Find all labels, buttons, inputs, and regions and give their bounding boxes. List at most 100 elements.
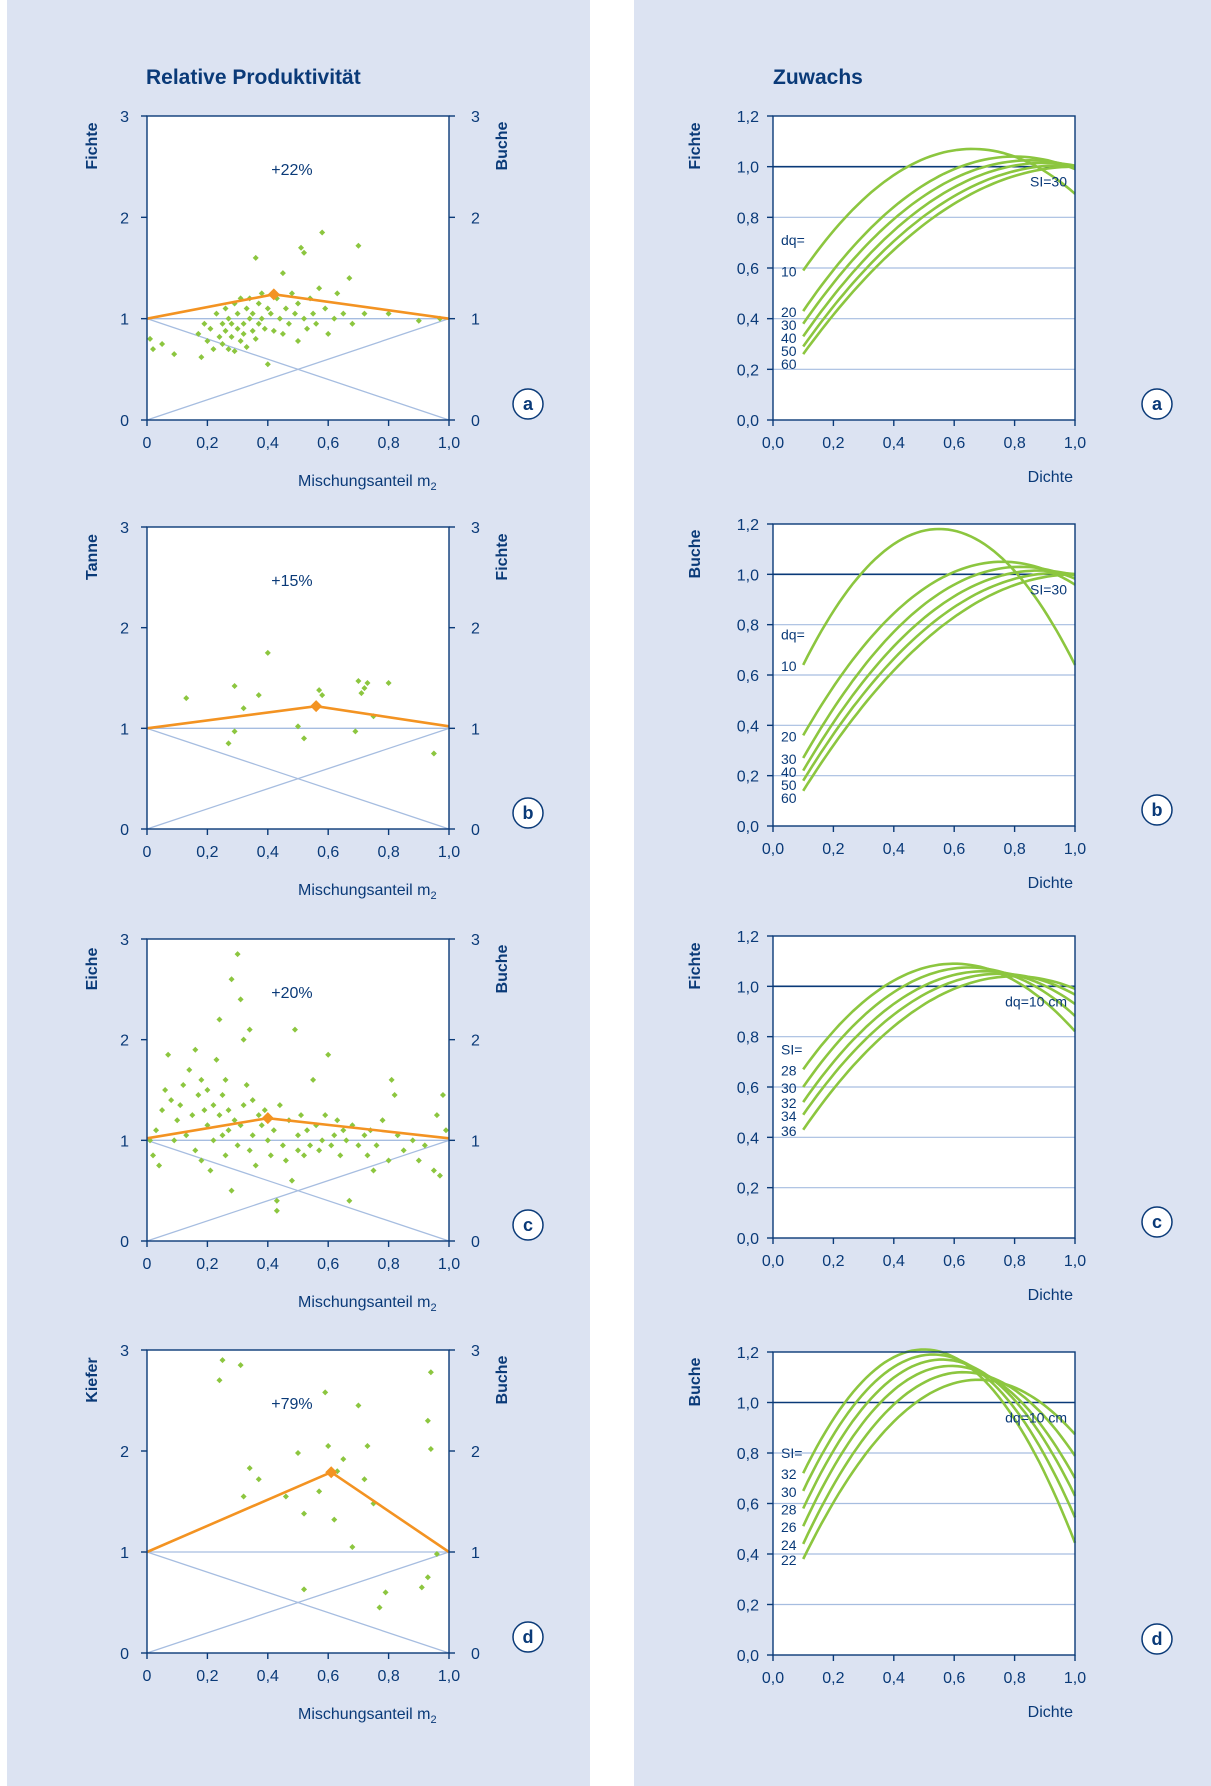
x-tick-label: 0,2 bbox=[822, 1670, 844, 1687]
scatter-point bbox=[234, 325, 241, 332]
x-tick-label: 0,6 bbox=[317, 1256, 339, 1273]
scatter-point bbox=[192, 1046, 199, 1053]
scatter-point bbox=[285, 320, 292, 327]
scatter-point bbox=[343, 1137, 350, 1144]
x-tick-label: 0,2 bbox=[196, 1668, 218, 1685]
scatter-point bbox=[150, 346, 157, 353]
scatter-point bbox=[249, 310, 256, 317]
scatter-point bbox=[279, 330, 286, 337]
y-tick-label-right: 2 bbox=[471, 621, 480, 638]
scatter-point bbox=[201, 1107, 208, 1114]
scatter-point bbox=[159, 341, 166, 347]
scatter-point bbox=[216, 1112, 223, 1119]
scatter-point bbox=[325, 330, 332, 337]
scatter-point bbox=[267, 1152, 274, 1159]
scatter-point bbox=[433, 1551, 440, 1558]
y-tick-label-left: 1 bbox=[120, 1545, 129, 1562]
scatter-point bbox=[325, 1051, 332, 1058]
mixture-peak-marker bbox=[310, 700, 323, 713]
x-tick-label: 0,4 bbox=[883, 1670, 905, 1687]
scatter-point bbox=[316, 1488, 323, 1495]
growth-curve-50 bbox=[802, 164, 1076, 348]
scatter-point bbox=[273, 1197, 280, 1204]
series-label: 34 bbox=[781, 1108, 797, 1124]
y-tick-label-right: 2 bbox=[471, 210, 480, 227]
x-tick-label: 1,0 bbox=[1064, 435, 1086, 452]
scatter-point bbox=[264, 1137, 271, 1144]
curve-note: SI=30 bbox=[1030, 581, 1067, 597]
scatter-point bbox=[222, 327, 229, 334]
y-axis-label: Fichte bbox=[687, 942, 704, 989]
scatter-point bbox=[436, 1172, 443, 1179]
scatter-point bbox=[361, 1476, 368, 1483]
scatter-point bbox=[231, 348, 238, 355]
series-label: 30 bbox=[781, 317, 797, 333]
scatter-point bbox=[210, 346, 217, 353]
scatter-point bbox=[313, 320, 320, 327]
left-section-title: Relative Produktivität bbox=[146, 66, 361, 89]
x-tick-label: 0,2 bbox=[196, 1256, 218, 1273]
scatter-point bbox=[267, 310, 274, 317]
scatter-point bbox=[153, 1127, 160, 1134]
scatter-point bbox=[264, 649, 271, 656]
scatter-point bbox=[243, 1081, 250, 1088]
scatter-point bbox=[427, 1369, 434, 1376]
scatter-point bbox=[264, 361, 271, 368]
x-tick-label: 0,4 bbox=[883, 435, 905, 452]
scatter-point bbox=[240, 330, 247, 337]
y-tick-label-right: 2 bbox=[471, 1444, 480, 1461]
y-tick-label-right: 1 bbox=[471, 312, 480, 329]
scatter-point bbox=[361, 1132, 368, 1139]
growth-curve-30 bbox=[802, 966, 1076, 1088]
y-axis-label: Fichte bbox=[687, 122, 704, 169]
series-label: 28 bbox=[781, 1062, 797, 1078]
y-tick-label-left: 3 bbox=[120, 932, 129, 949]
y-tick-label: 0,6 bbox=[737, 668, 759, 685]
growth-curve-40 bbox=[802, 569, 1076, 772]
y-tick-label: 1,0 bbox=[737, 567, 759, 584]
productivity-annotation: +20% bbox=[271, 985, 312, 1002]
scatter-point bbox=[231, 1117, 238, 1124]
scatter-point bbox=[295, 1147, 301, 1154]
scatter-point bbox=[310, 1076, 317, 1083]
x-tick-label: 0,8 bbox=[377, 1668, 399, 1685]
scatter-point bbox=[376, 1604, 383, 1611]
scatter-point bbox=[240, 320, 247, 327]
scatter-point bbox=[222, 1076, 229, 1083]
scatter-point bbox=[301, 315, 308, 322]
scatter-point bbox=[276, 315, 283, 322]
scatter-point bbox=[204, 337, 211, 344]
scatter-chart-c-left: 0 01 12 23 30 0,2 0,4 0,6 0,8 1,0Mischungsanteil … bbox=[84, 932, 511, 1314]
plot-frame bbox=[146, 938, 450, 1242]
scatter-point bbox=[228, 1187, 235, 1194]
series-label: 40 bbox=[781, 764, 797, 780]
scatter-point bbox=[207, 1167, 214, 1174]
growth-curve-22 bbox=[802, 1378, 1076, 1560]
scatter-point bbox=[186, 1066, 193, 1073]
x-tick-label: 0,4 bbox=[883, 1253, 905, 1270]
scatter-point bbox=[192, 1147, 199, 1154]
x-tick-label: 0,6 bbox=[943, 1253, 965, 1270]
series-label: 30 bbox=[781, 751, 797, 767]
scatter-point bbox=[270, 327, 277, 334]
scatter-point bbox=[183, 695, 190, 702]
growth-curve-60 bbox=[802, 573, 1076, 792]
y-tick-label-right: 3 bbox=[471, 520, 480, 537]
series-legend-header: dq= bbox=[781, 232, 805, 248]
scatter-point bbox=[219, 1357, 226, 1364]
panel-letter-a: a bbox=[523, 394, 534, 414]
series-label: 26 bbox=[781, 1519, 797, 1535]
scatter-point bbox=[304, 325, 311, 332]
series-label: 10 bbox=[781, 658, 797, 674]
scatter-point bbox=[219, 320, 226, 327]
x-tick-label: 0,0 bbox=[762, 1670, 784, 1687]
scatter-point bbox=[288, 290, 295, 297]
scatter-point bbox=[240, 1102, 247, 1109]
growth-curve-20 bbox=[802, 560, 1076, 737]
x-tick-label: 0,8 bbox=[1003, 435, 1025, 452]
scatter-point bbox=[246, 1026, 253, 1033]
panel-letter-badge bbox=[1141, 388, 1173, 420]
x-tick-label: 0,6 bbox=[317, 844, 339, 861]
scatter-point bbox=[334, 1117, 341, 1124]
